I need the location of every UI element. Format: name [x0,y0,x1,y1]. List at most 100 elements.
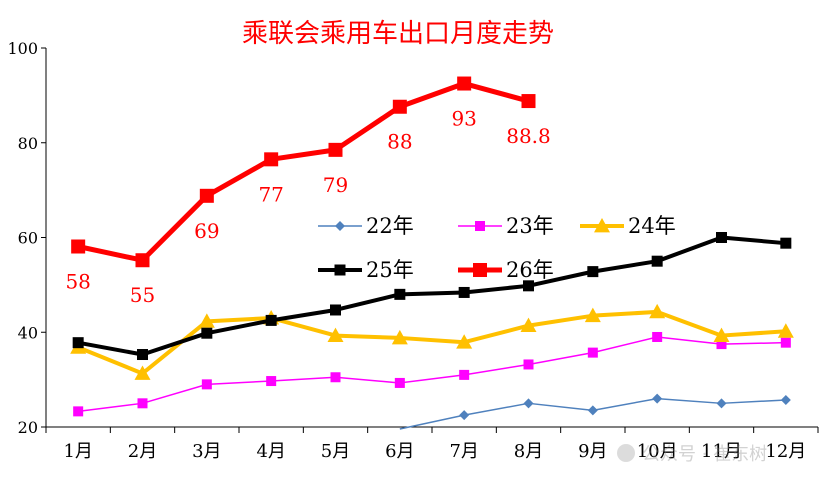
data-point [458,286,470,298]
data-point [456,334,473,349]
x-tick-label: 1月 [63,441,92,462]
data-point [716,398,727,409]
y-tick-label: 40 [18,323,38,342]
x-tick-label: 3月 [192,441,221,462]
data-point [651,255,663,267]
series-26年: 58 55 69 77 79 88 93 88.8 [65,76,551,307]
data-point [394,288,406,300]
x-tick-label: 6月 [385,441,414,462]
data-label: 93 [451,107,476,131]
data-point [587,266,599,278]
data-label: 69 [194,219,219,243]
data-point [652,331,663,342]
y-tick-label: 20 [18,418,38,437]
legend: 22年 23年 24年 25年 26年 [318,214,676,282]
data-label: 79 [323,173,348,197]
legend-label: 24年 [628,214,676,238]
legend-item: 26年 [458,258,554,282]
data-point [330,304,341,316]
x-tick-label: 8月 [514,441,543,462]
legend-label: 25年 [366,258,414,282]
legend-swatch-marker [473,263,487,277]
data-point [330,372,341,383]
data-point [328,142,343,157]
x-tick-label: 5月 [321,441,350,462]
data-point [264,152,279,167]
series-24年 [70,303,794,380]
data-point [199,188,214,203]
data-point [523,280,534,292]
legend-item: 23年 [458,214,554,238]
legend-item: 22年 [318,214,414,238]
data-point [265,314,277,326]
data-point [587,405,598,416]
series-layer: 58 55 69 77 79 88 93 88.8 [65,76,794,430]
x-tick-label: 10月 [637,441,678,462]
data-point [780,237,792,249]
legend-swatch-marker [335,221,345,231]
data-point [523,359,534,370]
legend-swatch-marker [475,221,485,231]
data-point [392,99,407,114]
y-tick-label: 100 [7,39,38,58]
axes: 20 40 60 80 100 1月 2月 3月 4月 5月 6月 7月 8月 9月 10月 11月 12月 [7,39,819,462]
data-point [713,327,730,342]
x-tick-label: 2月 [128,441,157,462]
series-25年 [72,232,792,361]
data-point [134,365,151,380]
data-point [520,317,537,333]
legend-label: 22年 [366,214,414,238]
legend-label: 26年 [506,258,554,282]
data-point [137,349,148,361]
data-point [73,406,84,417]
chart-title: 乘联会乘用车出口月度走势 [242,19,554,49]
data-point [649,303,666,319]
data-point [521,94,536,109]
y-tick-label: 80 [18,134,38,153]
data-point [327,327,344,342]
legend-swatch-marker [334,264,346,276]
data-point [72,337,84,349]
data-label: 77 [258,182,283,206]
data-point [780,394,791,405]
data-point [457,76,472,91]
data-point [652,393,663,404]
x-tick-label: 7月 [449,441,478,462]
series-22年 [399,393,791,430]
x-tick-label: 12月 [765,441,806,462]
data-point [584,307,601,323]
data-point [137,398,148,409]
data-label: 58 [65,270,90,294]
x-tick-label: 9月 [578,441,607,462]
data-label: 88.8 [506,124,551,148]
data-label: 88 [387,130,412,154]
data-point [777,323,794,338]
data-point [201,379,212,390]
watermark-text: 公众号 · 崔东树 [642,444,767,465]
data-point [459,410,470,421]
data-point [716,232,727,243]
data-point [266,376,277,387]
data-point [780,337,791,348]
legend-item: 24年 [580,214,676,238]
watermark: 公众号 · 崔东树 [617,444,767,465]
data-point [459,369,470,380]
wechat-icon [617,444,635,462]
data-point [523,398,534,409]
data-point [135,253,150,268]
data-point [587,347,598,358]
legend-label: 23年 [506,214,554,238]
series-line [77,235,787,357]
data-point [71,239,86,254]
data-label: 55 [130,283,155,307]
data-point [201,327,213,339]
series-23年 [73,331,791,417]
x-tick-label: 11月 [701,441,742,462]
series-line [77,81,530,263]
legend-swatch-marker [594,218,610,233]
y-tick-label: 60 [18,229,38,248]
x-tick-label: 4月 [256,441,285,462]
series-line [78,336,786,413]
data-point [391,329,408,345]
